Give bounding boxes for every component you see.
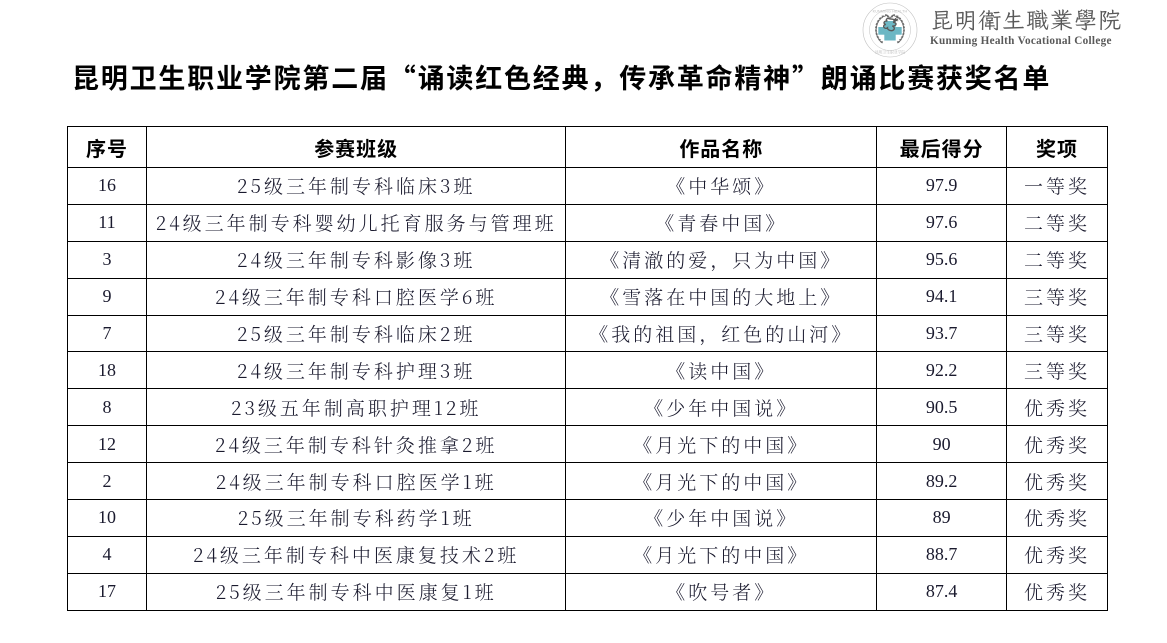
svg-text:KUNMING HEALTH: KUNMING HEALTH bbox=[873, 10, 908, 14]
svg-text:昆明卫生职业学院: 昆明卫生职业学院 bbox=[875, 50, 906, 56]
